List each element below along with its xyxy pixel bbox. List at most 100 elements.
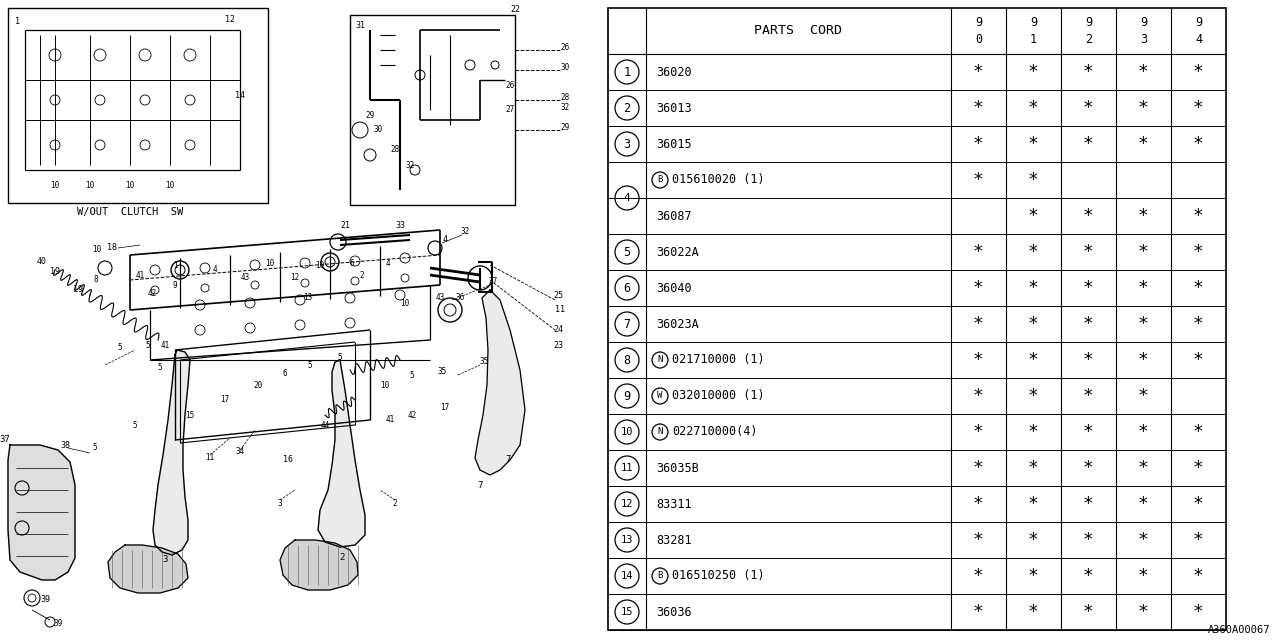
Text: 31: 31 [355, 20, 365, 29]
Text: 3: 3 [278, 499, 283, 508]
Text: *: * [1193, 423, 1204, 441]
Text: *: * [1193, 351, 1204, 369]
Text: *: * [973, 495, 984, 513]
Text: 10: 10 [86, 180, 95, 189]
Text: *: * [1083, 603, 1094, 621]
Text: 21: 21 [340, 221, 349, 230]
Text: *: * [1193, 495, 1204, 513]
Text: 9: 9 [975, 16, 982, 29]
Text: *: * [1083, 423, 1094, 441]
Text: *: * [1138, 207, 1149, 225]
Text: *: * [1083, 351, 1094, 369]
Text: 2: 2 [393, 499, 397, 508]
Bar [608, 8, 1226, 630]
Text: *: * [1028, 387, 1039, 405]
Text: 5: 5 [133, 420, 137, 429]
Text: *: * [1083, 315, 1094, 333]
Text: 42: 42 [407, 410, 416, 419]
Text: *: * [1083, 531, 1094, 549]
Text: *: * [973, 315, 984, 333]
Text: N: N [658, 428, 663, 436]
Text: 5: 5 [623, 246, 631, 259]
Text: *: * [1138, 315, 1149, 333]
Text: 1: 1 [623, 65, 631, 79]
Text: 17: 17 [220, 396, 229, 404]
Text: 36020: 36020 [657, 65, 691, 79]
Text: W/OUT  CLUTCH  SW: W/OUT CLUTCH SW [77, 207, 183, 217]
Text: *: * [973, 135, 984, 153]
Text: 44: 44 [320, 420, 330, 429]
Text: *: * [1138, 495, 1149, 513]
Text: *: * [1083, 243, 1094, 261]
Polygon shape [475, 290, 525, 475]
Text: 7: 7 [506, 456, 511, 465]
Text: 83311: 83311 [657, 497, 691, 511]
Text: 20: 20 [253, 381, 262, 390]
Text: *: * [973, 279, 984, 297]
Text: 5: 5 [92, 444, 97, 452]
Text: 11: 11 [205, 454, 215, 463]
Text: 36036: 36036 [657, 605, 691, 618]
Text: 35: 35 [438, 367, 447, 376]
Text: *: * [1193, 459, 1204, 477]
Polygon shape [317, 360, 365, 547]
Text: 41: 41 [385, 415, 394, 424]
Text: 5: 5 [410, 371, 415, 380]
Text: 4: 4 [443, 236, 448, 244]
Text: *: * [1028, 243, 1039, 261]
Text: 10: 10 [125, 180, 134, 189]
Text: 4: 4 [623, 193, 630, 203]
Text: *: * [1138, 423, 1149, 441]
Text: *: * [1083, 387, 1094, 405]
Text: 5: 5 [146, 340, 150, 349]
Text: 27: 27 [506, 106, 515, 115]
Text: *: * [1083, 135, 1094, 153]
Text: 15: 15 [186, 410, 195, 419]
Text: 25: 25 [553, 291, 563, 300]
Text: 43: 43 [241, 273, 250, 282]
Text: 36087: 36087 [657, 209, 691, 223]
Text: 19: 19 [73, 285, 83, 294]
Text: 11: 11 [621, 463, 634, 473]
Text: 3: 3 [163, 556, 168, 564]
Text: *: * [1028, 135, 1039, 153]
Text: 36022A: 36022A [657, 246, 699, 259]
Text: 10: 10 [165, 180, 174, 189]
Text: *: * [1193, 279, 1204, 297]
Text: 6: 6 [623, 282, 631, 294]
Text: *: * [1138, 243, 1149, 261]
Text: 8: 8 [93, 275, 99, 285]
Text: 10: 10 [401, 298, 410, 307]
Text: 35: 35 [480, 358, 489, 367]
Text: A360A00067: A360A00067 [1207, 625, 1270, 635]
Text: 5: 5 [118, 344, 123, 353]
Text: 17: 17 [440, 403, 449, 413]
Text: 36013: 36013 [657, 102, 691, 115]
Text: 32: 32 [461, 227, 470, 237]
Text: 1: 1 [15, 17, 20, 26]
Text: *: * [1138, 387, 1149, 405]
Text: 36035B: 36035B [657, 461, 699, 474]
Text: 37: 37 [0, 435, 10, 445]
Text: 1: 1 [1030, 33, 1037, 46]
Text: 016510250 (1): 016510250 (1) [672, 570, 764, 582]
Text: *: * [973, 531, 984, 549]
Text: 9: 9 [1140, 16, 1147, 29]
Text: 10: 10 [315, 260, 325, 269]
Text: *: * [1138, 603, 1149, 621]
Polygon shape [8, 445, 76, 580]
Text: 5: 5 [338, 353, 342, 362]
Text: 33: 33 [396, 221, 404, 230]
Text: 022710000(4): 022710000(4) [672, 426, 758, 438]
Text: 26: 26 [506, 81, 515, 90]
Text: *: * [1138, 567, 1149, 585]
Text: *: * [1083, 279, 1094, 297]
Text: 2: 2 [360, 271, 365, 280]
Text: 41: 41 [136, 271, 145, 280]
Text: 12: 12 [225, 15, 236, 24]
Text: 29: 29 [561, 124, 570, 132]
Text: 3: 3 [1140, 33, 1147, 46]
Text: *: * [1028, 567, 1039, 585]
Text: 38: 38 [60, 440, 70, 449]
Text: *: * [973, 423, 984, 441]
